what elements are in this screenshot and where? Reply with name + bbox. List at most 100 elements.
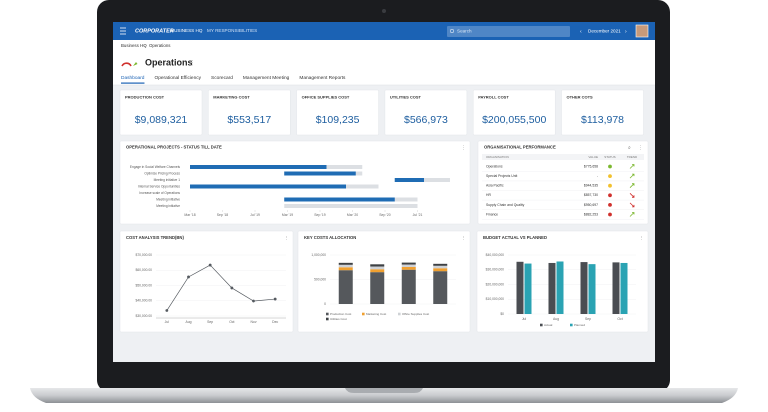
- point: [230, 286, 234, 290]
- status-dot: [608, 193, 612, 198]
- card-title: OPERATIONAL PROJECTS - STATUS TILL DATE: [126, 145, 222, 150]
- bar: [556, 261, 564, 314]
- card: [208, 89, 291, 136]
- tab[interactable]: Operational Efficiency: [154, 75, 201, 81]
- progress-bar: [394, 178, 424, 182]
- x-tick-label: Sep '20: [379, 213, 391, 217]
- progress-bar: [190, 165, 327, 169]
- trend-arrow: [629, 173, 635, 179]
- avatar[interactable]: [635, 24, 649, 38]
- status-dot: [608, 174, 612, 179]
- x-tick-label: Sep '19: [314, 213, 326, 217]
- y-tick-label: $30,000.00: [135, 314, 152, 318]
- bar-segment: [338, 270, 353, 304]
- column-header: ORGANISATION: [486, 155, 509, 159]
- row-label: Meeting initiative: [156, 197, 180, 201]
- legend-label: Utilities Cost: [330, 317, 347, 321]
- legend-swatch: [570, 323, 573, 327]
- y-tick-label: 1,000,000: [311, 253, 326, 257]
- breadcrumb[interactable]: Business HQ: [121, 43, 147, 48]
- status-dot: [608, 203, 612, 207]
- trend-arrow: [629, 193, 635, 198]
- nav-link[interactable]: BUSINESS HQ: [171, 28, 203, 33]
- card-menu[interactable]: ⋮: [461, 145, 466, 151]
- card-title: KEY COSTS ALLOCATION: [304, 235, 356, 240]
- trend-line: [166, 264, 276, 311]
- next-period[interactable]: ›: [625, 29, 627, 35]
- column-header: TREND: [627, 155, 638, 159]
- card-menu[interactable]: ⋮: [461, 235, 466, 241]
- card-menu[interactable]: ⋮: [638, 145, 643, 151]
- y-tick-label: $40,000.00: [135, 299, 152, 303]
- kpi-label: PAYROLL COST: [478, 95, 509, 100]
- org-name[interactable]: Operations: [486, 164, 503, 168]
- card-title: COST ANALYSIS TREND(BN): [126, 235, 184, 240]
- laptop-base: [30, 388, 738, 403]
- bar: [588, 264, 596, 314]
- track-bar: [284, 204, 418, 208]
- bar: [524, 263, 532, 314]
- x-tick-label: Nov: [250, 320, 256, 324]
- point: [187, 275, 190, 279]
- menu-button[interactable]: [120, 27, 126, 35]
- x-tick-label: Jul '19: [250, 213, 260, 217]
- y-tick-label: $60,000.00: [135, 268, 152, 272]
- table-header: [482, 154, 644, 160]
- prev-period[interactable]: ‹: [580, 29, 582, 35]
- x-tick-label: Dec: [272, 320, 278, 324]
- bar-segment: [370, 272, 385, 304]
- kpi-value: $113,978: [581, 114, 624, 126]
- tab[interactable]: Scorecard: [211, 75, 233, 81]
- tab[interactable]: Dashboard: [121, 75, 145, 81]
- legend-swatch: [398, 312, 401, 316]
- org-value: -: [597, 174, 598, 178]
- search-action[interactable]: ⌕: [628, 145, 631, 151]
- legend-swatch: [540, 323, 543, 327]
- row-label: Engage in Social Welfare Channels: [130, 165, 180, 169]
- trend-arrow: [629, 183, 635, 188]
- org-name[interactable]: Special Projects Unit: [486, 174, 517, 178]
- legend-label: Planned: [574, 323, 585, 327]
- x-tick-label: Aug: [553, 317, 559, 321]
- row-label: Optimize Pricing Process: [144, 171, 180, 175]
- bar-segment: [401, 264, 416, 268]
- card-menu[interactable]: ⋮: [639, 235, 644, 241]
- org-name[interactable]: HR: [486, 193, 491, 197]
- org-name[interactable]: Finance: [486, 212, 498, 216]
- legend-swatch: [326, 312, 329, 316]
- org-name[interactable]: Supply Chain and Quality: [486, 203, 525, 207]
- card: [477, 140, 649, 225]
- org-value: $857,730: [584, 193, 598, 197]
- tab[interactable]: Management Reports: [299, 75, 346, 81]
- search-box[interactable]: [447, 26, 570, 37]
- kpi-value: $566,973: [404, 114, 448, 126]
- bar-segment: [370, 266, 385, 270]
- kpi-label: OTHER COTS: [567, 95, 594, 100]
- bar-segment: [338, 264, 353, 268]
- row-label: Internal Service Opportunities: [138, 184, 180, 188]
- x-tick-label: Sep: [207, 320, 213, 324]
- laptop-notch: [345, 388, 423, 393]
- search-placeholder: Search: [457, 29, 472, 34]
- y-tick-label: 0: [324, 302, 326, 306]
- gauge-icon: [121, 62, 132, 67]
- status-dot: [608, 183, 612, 188]
- x-tick-label: Mar '20: [347, 213, 358, 217]
- x-tick-label: Oct: [617, 317, 622, 321]
- title-menu[interactable]: ⋮: [189, 61, 195, 67]
- progress-bar: [284, 197, 395, 202]
- x-tick-label: Mar '19: [282, 213, 293, 217]
- x-tick-label: Sep: [585, 317, 591, 321]
- legend-label: Production Cost: [330, 312, 352, 316]
- card-menu[interactable]: ⋮: [284, 235, 289, 241]
- progress-bar: [284, 171, 356, 176]
- tab[interactable]: Management Meeting: [243, 75, 290, 81]
- card: [119, 140, 471, 225]
- row-label: Meeting initiative 1: [154, 178, 181, 182]
- kpi-value: $553,517: [227, 114, 271, 126]
- nav-link[interactable]: MY RESPONSIBILITIES: [207, 28, 257, 33]
- bar: [620, 262, 628, 314]
- org-name[interactable]: Asia Pacific: [486, 184, 504, 188]
- x-tick-label: Aug: [185, 320, 191, 324]
